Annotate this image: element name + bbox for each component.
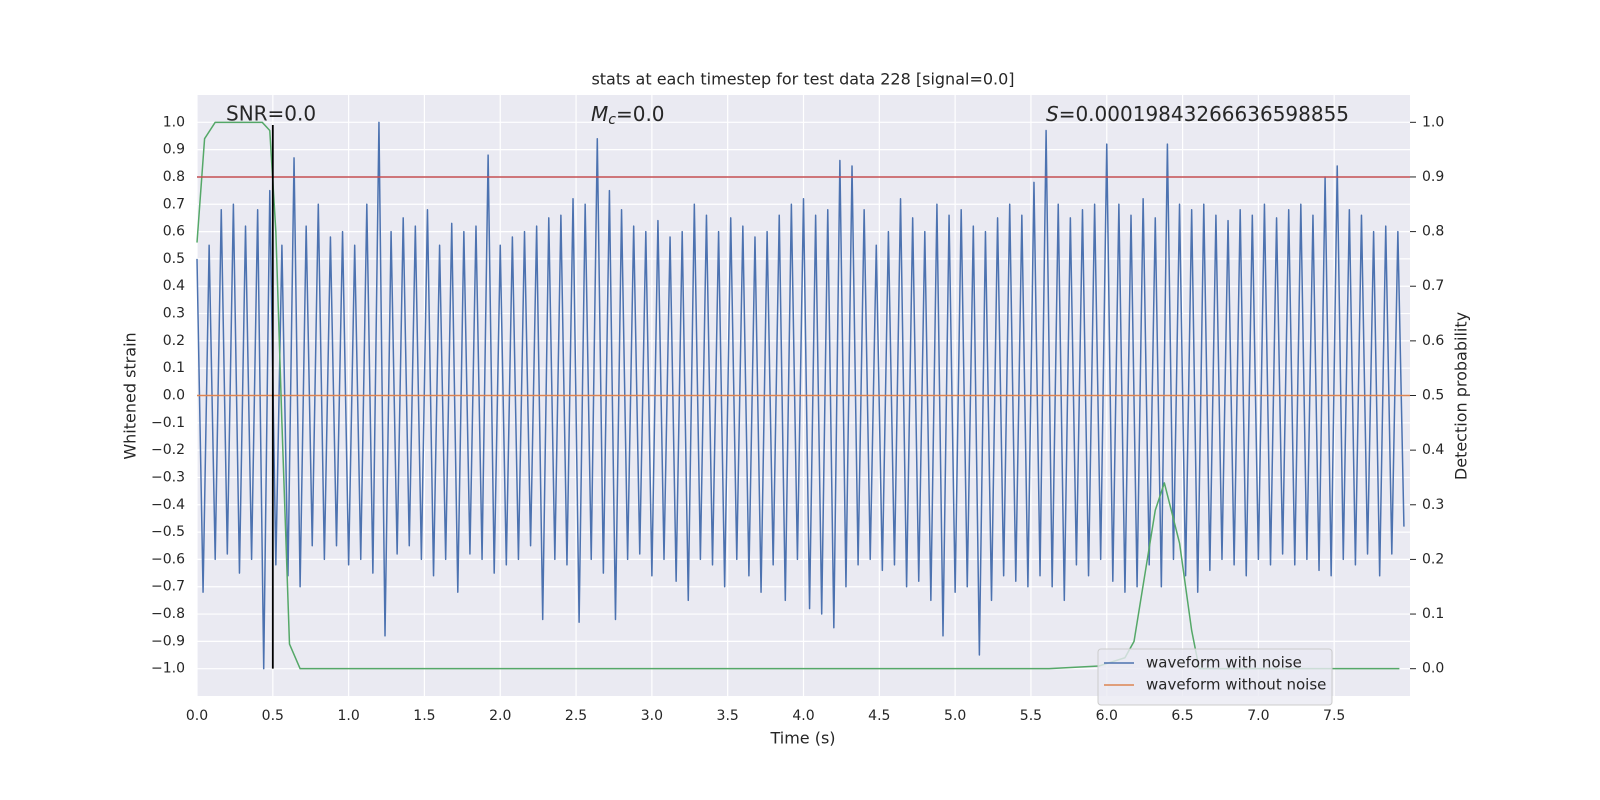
annotation-symbol: M — [591, 102, 608, 126]
y-tick-label: 0.8 — [163, 169, 185, 185]
y-tick-label: 0.3 — [163, 306, 185, 322]
y-tick-label: 0.6 — [163, 224, 185, 240]
x-tick-label: 2.0 — [489, 708, 511, 724]
y-tick-label: 0.9 — [163, 142, 185, 158]
x-tick-label: 3.5 — [717, 708, 739, 724]
y2-tick-label: 1.0 — [1422, 114, 1444, 130]
y2-tick-label: 0.3 — [1422, 497, 1444, 513]
annotation-text: =0.00019843266636598855 — [1059, 102, 1349, 126]
plot — [196, 121, 1410, 670]
y2-tick-label: 0.2 — [1422, 551, 1444, 567]
y-tick-label: 0.2 — [163, 333, 185, 349]
series-line — [196, 121, 1405, 670]
y-tick-label: 0.0 — [163, 388, 185, 404]
y-tick-label: −0.1 — [151, 415, 185, 431]
y-tick-label: 0.1 — [163, 360, 185, 376]
annotation: Mc=0.0 — [591, 102, 665, 129]
y-tick-label: −0.6 — [151, 551, 185, 567]
x-tick-label: 7.5 — [1323, 708, 1345, 724]
y-tick-label: 0.7 — [163, 196, 185, 212]
x-tick-label: 5.0 — [944, 708, 966, 724]
chart-title: stats at each timestep for test data 228… — [591, 70, 1014, 89]
y2-tick-label: 0.4 — [1422, 442, 1444, 458]
x-tick-label: 1.5 — [413, 708, 435, 724]
y-tick-label: 0.4 — [163, 278, 185, 294]
x-tick-label: 6.5 — [1171, 708, 1193, 724]
annotation-symbol: S — [1046, 102, 1059, 126]
y-tick-label: −0.3 — [151, 469, 185, 485]
legend-label: waveform without noise — [1146, 676, 1326, 694]
y2-tick-label: 0.5 — [1422, 388, 1444, 404]
y-tick-label: 1.0 — [163, 114, 185, 130]
legend-label: waveform with noise — [1146, 654, 1302, 672]
y-tick-label: −1.0 — [151, 661, 185, 677]
y2-tick-label: 0.1 — [1422, 606, 1444, 622]
y-tick-label: −0.5 — [151, 524, 185, 540]
x-tick-label: 0.0 — [186, 708, 208, 724]
x-axis-label: Time (s) — [769, 729, 835, 748]
x-tick-label: 1.0 — [337, 708, 359, 724]
annotation: S=0.00019843266636598855 — [1046, 102, 1349, 126]
y-tick-label: −0.8 — [151, 606, 185, 622]
y-tick-label: −0.7 — [151, 579, 185, 595]
annotation-text: =0.0 — [616, 102, 665, 126]
y2-tick-label: 0.8 — [1422, 224, 1444, 240]
x-tick-label: 5.5 — [1020, 708, 1042, 724]
legend: waveform with noise waveform without nois… — [1097, 648, 1333, 706]
y2-tick-label: 0.9 — [1422, 169, 1444, 185]
y-tick-label: −0.2 — [151, 442, 185, 458]
x-tick-label: 6.0 — [1096, 708, 1118, 724]
annotation-subscript: c — [608, 112, 616, 128]
x-tick-label: 3.0 — [641, 708, 663, 724]
x-tick-label: 4.5 — [868, 708, 890, 724]
x-tick-label: 4.0 — [792, 708, 814, 724]
y-tick-label: −0.9 — [151, 633, 185, 649]
y2-tick-label: 0.6 — [1422, 333, 1444, 349]
series-line — [196, 121, 1400, 670]
annotation: SNR=0.0 — [226, 102, 316, 126]
x-tick-label: 2.5 — [565, 708, 587, 724]
y-axis-label: Whitened strain — [121, 332, 140, 459]
y2-tick-label: 0.7 — [1422, 278, 1444, 294]
y2-tick-label: 0.0 — [1422, 661, 1444, 677]
y-tick-label: −0.4 — [151, 497, 185, 513]
x-tick-label: 7.0 — [1247, 708, 1269, 724]
y-tick-label: 0.5 — [163, 251, 185, 267]
legend-box — [1097, 648, 1333, 706]
y2-axis-label: Detection probability — [1452, 312, 1471, 480]
x-tick-label: 0.5 — [262, 708, 284, 724]
